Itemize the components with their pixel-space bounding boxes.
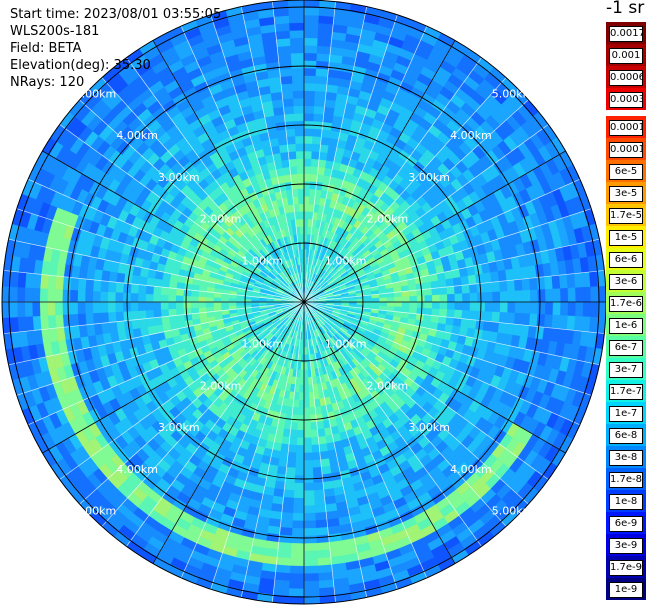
colorbar-swatch: 1.7e-9 xyxy=(606,556,646,578)
range-ring-label: 1.00km xyxy=(241,338,283,351)
colorbar-label: 6e-5 xyxy=(609,164,643,180)
colorbar-label: 1.7e-5 xyxy=(609,208,643,224)
colorbar-swatch: 1.7e-5 xyxy=(606,204,646,226)
colorbar-label: 0.0017 xyxy=(609,26,643,42)
range-ring xyxy=(67,65,541,539)
range-ring xyxy=(185,183,423,421)
colorbar-swatch: 6e-6 xyxy=(606,248,646,270)
colorbar-swatch: 1.7e-6 xyxy=(606,292,646,314)
colorbar-swatch: 6e-7 xyxy=(606,336,646,358)
colorbar-unit: -1 sr xyxy=(606,0,645,18)
colorbar: 0.0017 0.001 0.0006 0.0003 0.00017 0.0001 6e-5… xyxy=(606,22,647,600)
colorbar-swatch: 0.0017 xyxy=(606,22,646,44)
azimuth-spoke xyxy=(303,40,456,303)
colorbar-swatch: 1e-9 xyxy=(606,578,646,600)
colorbar-swatch: 3e-7 xyxy=(606,358,646,380)
colorbar-swatch: 1e-8 xyxy=(606,490,646,512)
colorbar-label: 1.7e-9 xyxy=(609,560,643,576)
radial-spokes xyxy=(2,0,606,604)
start-time-text: Start time: 2023/08/01 03:55:05 xyxy=(10,7,222,22)
elevation-text: Elevation(deg): 35.30 xyxy=(10,58,151,73)
colorbar-label: 1e-7 xyxy=(609,406,643,422)
range-ring-label: 1.00km xyxy=(325,338,367,351)
range-ring-label: 2.00km xyxy=(367,213,409,226)
colorbar-swatch: 0.0001 xyxy=(606,138,646,160)
colorbar-label: 3e-9 xyxy=(609,538,643,554)
colorbar-swatch: 1.7e-7 xyxy=(606,380,646,402)
range-ring-label: 3.00km xyxy=(408,171,450,184)
range-ring xyxy=(8,6,600,598)
azimuth-spoke xyxy=(42,301,305,454)
colorbar-label: 0.00017 xyxy=(609,120,643,136)
colorbar-swatch: 1.7e-8 xyxy=(606,468,646,490)
colorbar-swatch: 6e-5 xyxy=(606,160,646,182)
range-ring-label: 4.00km xyxy=(116,463,158,476)
azimuth-spoke xyxy=(303,301,456,564)
colorbar-swatch: 3e-5 xyxy=(606,182,646,204)
colorbar-swatch: 0.00017 xyxy=(606,116,646,138)
range-ring-label: 5.00km xyxy=(492,505,534,518)
range-ring-label: 3.00km xyxy=(408,421,450,434)
colorbar-swatch xyxy=(606,110,646,116)
colorbar-swatch: 3e-6 xyxy=(606,270,646,292)
colorbar-swatch: 1e-5 xyxy=(606,226,646,248)
colorbar-label: 3e-8 xyxy=(609,450,643,466)
colorbar-swatch: 1e-6 xyxy=(606,314,646,336)
colorbar-swatch: 0.0003 xyxy=(606,88,646,110)
backscatter-field xyxy=(1,0,607,605)
colorbar-label: 0.0003 xyxy=(609,92,643,108)
colorbar-label: 0.0001 xyxy=(609,142,643,158)
colorbar-label: 1e-9 xyxy=(609,582,643,598)
azimuth-spoke xyxy=(152,301,305,564)
range-ring-label: 4.00km xyxy=(450,463,492,476)
colorbar-label: 1e-6 xyxy=(609,318,643,334)
range-ring-label: 5.00km xyxy=(75,87,117,100)
instrument-text: WLS200s-181 xyxy=(10,24,100,39)
colorbar-label: 6e-9 xyxy=(609,516,643,532)
range-ring-label: 4.00km xyxy=(116,129,158,142)
colorbar-swatch: 0.0006 xyxy=(606,66,646,88)
colorbar-swatch: 1e-7 xyxy=(606,402,646,424)
colorbar-label: 3e-6 xyxy=(609,274,643,290)
colorbar-label: 6e-6 xyxy=(609,252,643,268)
range-ring-labels: 1.00km 1.00km 1.00km 1.00km 2.00km 2.00km 2.00… xyxy=(75,87,534,517)
colorbar-label: 3e-7 xyxy=(609,362,643,378)
colorbar-swatch: 3e-9 xyxy=(606,534,646,556)
range-ring-label: 2.00km xyxy=(367,379,409,392)
colorbar-swatch: 6e-8 xyxy=(606,424,646,446)
field-text: Field: BETA xyxy=(10,41,82,56)
azimuth-spoke xyxy=(42,150,305,303)
azimuth-spoke xyxy=(152,40,305,303)
colorbar-label: 0.0006 xyxy=(609,70,643,86)
range-ring-label: 2.00km xyxy=(200,213,242,226)
range-ring xyxy=(244,242,364,362)
nrays-text: NRays: 120 xyxy=(10,75,85,90)
colorbar-label: 1.7e-8 xyxy=(609,472,643,488)
colorbar-label: 1.7e-7 xyxy=(609,384,643,400)
range-ring-label: 5.00km xyxy=(75,505,117,518)
colorbar-label: 3e-5 xyxy=(609,186,643,202)
range-ring-label: 4.00km xyxy=(450,129,492,142)
colorbar-label: 6e-8 xyxy=(609,428,643,444)
colorbar-label: 6e-7 xyxy=(609,340,643,356)
colorbar-label: 1e-5 xyxy=(609,230,643,246)
range-ring-label: 1.00km xyxy=(325,254,367,267)
azimuth-spoke xyxy=(303,150,566,303)
range-ring-label: 3.00km xyxy=(158,421,200,434)
range-ring-label: 3.00km xyxy=(158,171,200,184)
range-ring-label: 5.00km xyxy=(492,87,534,100)
colorbar-label: 1e-8 xyxy=(609,494,643,510)
azimuth-spoke xyxy=(303,301,566,454)
colorbar-swatch: 3e-8 xyxy=(606,446,646,468)
scan-info: Start time: 2023/08/01 03:55:05 WLS200s-… xyxy=(10,6,221,91)
colorbar-label: 0.001 xyxy=(609,48,643,64)
range-ring xyxy=(126,124,482,480)
colorbar-label: 1.7e-6 xyxy=(609,296,643,312)
colorbar-swatch: 0.001 xyxy=(606,44,646,66)
range-ring-label: 2.00km xyxy=(200,379,242,392)
range-ring-label: 1.00km xyxy=(241,254,283,267)
colorbar-swatch: 6e-9 xyxy=(606,512,646,534)
